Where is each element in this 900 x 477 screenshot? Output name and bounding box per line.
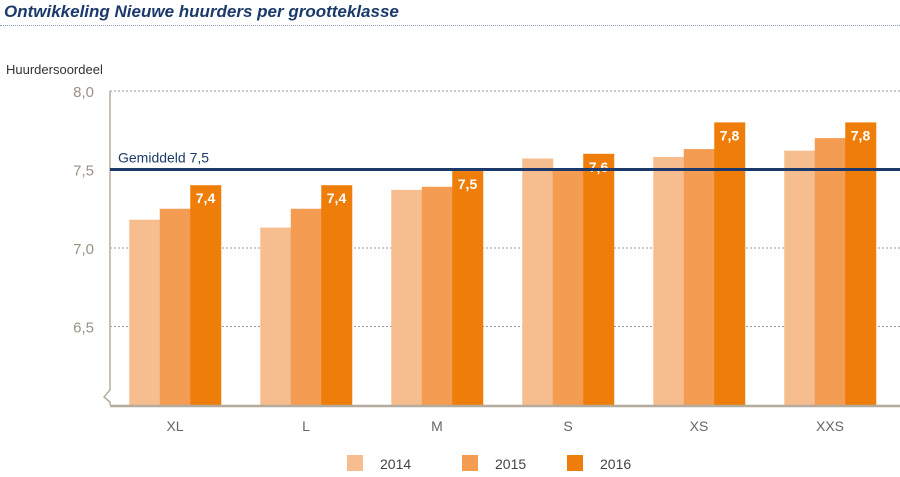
x-tick-label: XXS xyxy=(816,418,844,434)
y-axis-label: Huurdersoordeel xyxy=(6,62,103,77)
bar-2014-M xyxy=(391,189,423,405)
bar-2014-XXS xyxy=(784,150,816,405)
legend-label: 2014 xyxy=(380,456,411,472)
bar-2014-S xyxy=(522,158,554,405)
x-tick-label: XS xyxy=(690,418,709,434)
bar-2014-XS xyxy=(653,156,685,405)
data-label: 7,6 xyxy=(589,159,609,175)
legend-label: 2016 xyxy=(600,456,631,472)
x-tick-label: S xyxy=(563,418,572,434)
bar-2014-L xyxy=(260,227,292,405)
bar-2015-XS xyxy=(683,149,715,405)
bar-2016-XS xyxy=(714,122,746,406)
data-label: 7,4 xyxy=(196,190,216,206)
bar-2015-S xyxy=(552,169,584,405)
y-tick-label: 7,0 xyxy=(73,241,94,258)
data-label: 7,4 xyxy=(327,190,347,206)
bar-2015-XXS xyxy=(814,138,846,405)
y-tick-label: 8,0 xyxy=(73,84,94,101)
x-tick-label: XL xyxy=(166,418,183,434)
legend-swatch-2014 xyxy=(347,455,363,471)
x-tick-label: M xyxy=(431,418,443,434)
data-label: 7,8 xyxy=(851,127,871,143)
bar-2015-L xyxy=(290,208,322,405)
bar-2015-M xyxy=(421,186,453,405)
bar-2016-S xyxy=(583,153,615,405)
bar-2016-L xyxy=(321,185,353,405)
bar-2015-XL xyxy=(159,208,191,405)
average-label: Gemiddeld 7,5 xyxy=(118,150,209,166)
data-label: 7,5 xyxy=(458,176,478,192)
legend-label: 2015 xyxy=(495,456,526,472)
bar-2016-M xyxy=(452,171,484,405)
y-axis-line xyxy=(102,91,111,405)
legend-swatch-2015 xyxy=(462,455,478,471)
y-tick-label: 7,5 xyxy=(73,163,94,180)
bar-2014-XL xyxy=(129,219,161,405)
legend-swatch-2016 xyxy=(567,455,583,471)
y-tick-label: 6,5 xyxy=(73,320,94,337)
data-label: 7,8 xyxy=(720,127,740,143)
title-divider xyxy=(0,25,900,26)
bar-2016-XXS xyxy=(845,122,877,406)
bar-2016-XL xyxy=(190,185,222,405)
x-tick-label: L xyxy=(302,418,310,434)
chart-title: Ontwikkeling Nieuwe huurders per grootte… xyxy=(4,2,399,21)
